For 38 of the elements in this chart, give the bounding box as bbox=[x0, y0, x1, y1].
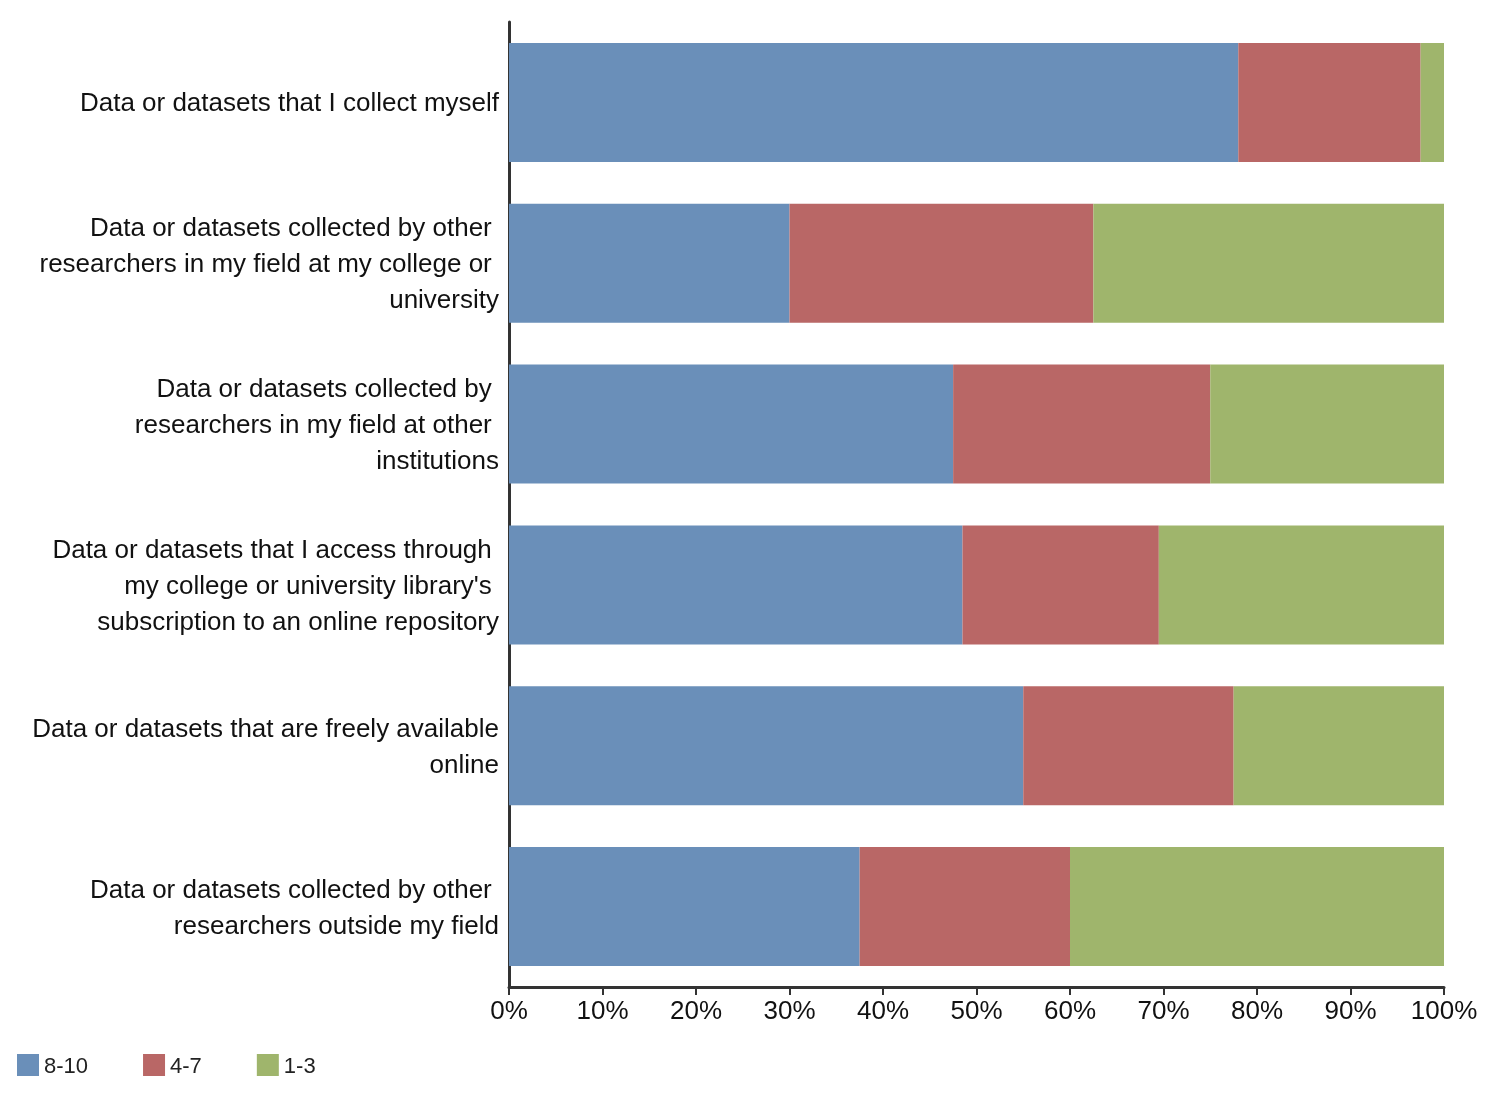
x-tick-label: 10% bbox=[576, 995, 629, 1025]
legend-label: 1-3 bbox=[283, 1052, 316, 1078]
bar bbox=[859, 847, 1070, 967]
x-tick-label: 20% bbox=[669, 995, 723, 1025]
x-tick-label: 0% bbox=[490, 995, 528, 1025]
bar bbox=[509, 525, 963, 645]
bar bbox=[1093, 203, 1444, 323]
bar bbox=[1420, 42, 1444, 162]
y-tick-label: Data or datasets collected by other researchers outside my field bbox=[89, 873, 499, 940]
x-tick-label: 100% bbox=[1410, 995, 1478, 1025]
bar bbox=[509, 42, 1239, 162]
y-tick-label: Data or datasets that I access through my college or university library's subscription to an online repository bbox=[52, 533, 499, 636]
bar bbox=[1070, 847, 1444, 967]
x-tick-label: 50% bbox=[950, 995, 1003, 1025]
x-tick-label: 80% bbox=[1230, 995, 1284, 1025]
bar bbox=[1233, 686, 1444, 806]
x-tick-label: 60% bbox=[1043, 995, 1097, 1025]
y-tick-label: Data or datasets that are freely available online bbox=[32, 712, 499, 779]
bar bbox=[1023, 686, 1234, 806]
x-tick-label: 40% bbox=[856, 995, 910, 1025]
bar bbox=[962, 525, 1159, 645]
bar bbox=[1210, 364, 1444, 484]
bar bbox=[789, 203, 1094, 323]
bar bbox=[953, 364, 1211, 484]
legend-label: 8-10 bbox=[44, 1052, 89, 1078]
legend-label: 4-7 bbox=[170, 1052, 202, 1078]
bar bbox=[509, 686, 1024, 806]
bar bbox=[1158, 525, 1444, 645]
y-tick-label: Data or datasets collected by researchers in my field at other institutions bbox=[134, 373, 499, 476]
bar bbox=[509, 203, 790, 323]
bar bbox=[509, 364, 954, 484]
y-tick-label: Data or datasets collected by other researchers in my field at my college or university bbox=[39, 212, 499, 315]
x-tick-label: 30% bbox=[763, 995, 816, 1025]
x-tick-label: 70% bbox=[1137, 995, 1190, 1025]
bar bbox=[1238, 42, 1421, 162]
x-tick-label: 90% bbox=[1324, 995, 1377, 1025]
bar bbox=[509, 847, 860, 967]
y-tick-label: Data or datasets that I collect myself bbox=[79, 87, 500, 118]
